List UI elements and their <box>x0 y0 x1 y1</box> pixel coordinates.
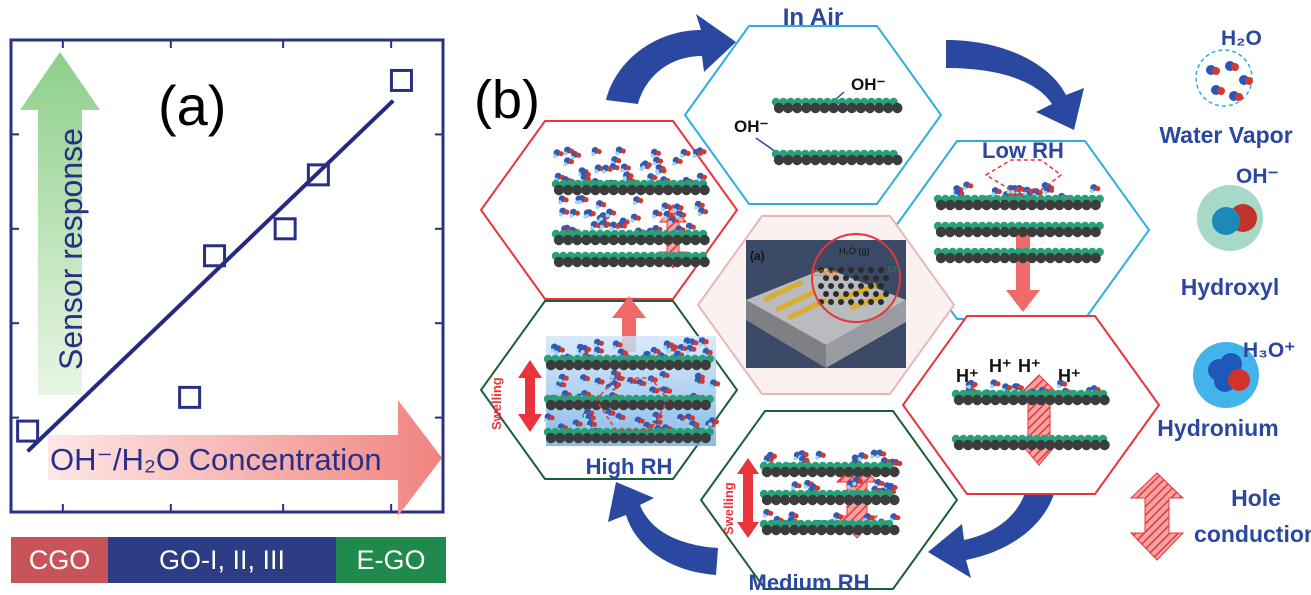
hole-conduction-icon <box>1129 472 1185 561</box>
stage-in-air: In Air <box>783 4 843 31</box>
category-go: GO-I, II, III <box>108 537 336 583</box>
data-point <box>16 419 40 443</box>
oh-label-1: OH⁻ <box>851 75 886 94</box>
data-point <box>273 217 297 241</box>
trend-line <box>26 99 395 453</box>
legend-h3o: H₃O⁺ <box>1243 339 1295 362</box>
concentration-arrow <box>48 400 442 516</box>
category-ego: E-GO <box>336 537 446 583</box>
water-vapor-icon <box>1195 49 1253 107</box>
transition-arrow-low-to-plus <box>1006 230 1040 312</box>
legend: H₂O Water Vapor OH⁻ Hydroxyl H₃O⁺ Hydron… <box>1129 27 1311 561</box>
oh-label-2: OH⁻ <box>734 117 769 136</box>
sensor-response-arrow <box>20 52 100 395</box>
swelling-arrow-high <box>518 360 542 432</box>
legend-water-vapor: Water Vapor <box>1159 122 1292 148</box>
plot-frame <box>9 38 445 514</box>
cycle-arrow-bottom-left <box>608 482 718 575</box>
panel-a-label: (a) <box>158 74 226 137</box>
data-point <box>389 68 413 92</box>
x-arrow-label: OH⁻/H₂O Concentration <box>50 442 382 477</box>
y-arrow-label: Sensor response <box>53 128 89 370</box>
data-point <box>178 385 202 409</box>
inset-oh-label: OH <box>888 265 900 274</box>
stage-medium-rh: Medium RH <box>749 570 870 595</box>
legend-conduction: conduction <box>1194 521 1311 547</box>
stage-high-rh: High RH <box>586 454 673 479</box>
cycle-arrow-top-right <box>946 40 1084 130</box>
transition-arrow-high-up <box>612 296 646 352</box>
swelling-arrow-medium <box>737 458 759 538</box>
hplus-label-3: H⁺ <box>1018 356 1041 376</box>
legend-oh: OH⁻ <box>1236 165 1279 188</box>
cycle-arrow-bottom-right <box>928 478 1058 578</box>
legend-hydronium: Hydronium <box>1157 415 1278 441</box>
legend-h2o: H₂O <box>1221 27 1262 50</box>
inset-gas-label: H₂O (g) <box>839 246 870 256</box>
swelling-label-medium: Swelling <box>721 482 736 535</box>
cycle-arrow-top-left <box>606 14 736 104</box>
stage-low-rh: Low RH <box>982 138 1064 163</box>
category-cgo: CGO <box>11 537 108 583</box>
swelling-label-high: Swelling <box>489 377 504 430</box>
inset-label: (a) <box>750 249 765 263</box>
data-point <box>203 244 227 268</box>
data-point <box>306 163 330 187</box>
panel-b-diagram: (b) In Air OH⁻ OH⁻ Low RH Medium RH High… <box>474 4 1311 595</box>
hplus-label-4: H⁺ <box>1058 366 1081 386</box>
center-inset: (a) H₂O (g) COOH OH <box>746 233 906 368</box>
legend-hole: Hole <box>1231 485 1281 511</box>
panel-a-chart: Sensor response (a) OH⁻/H₂O Concentratio… <box>9 38 445 516</box>
panel-b-label: (b) <box>474 70 540 130</box>
legend-hydroxyl: Hydroxyl <box>1181 274 1279 300</box>
hplus-label-2: H⁺ <box>989 356 1012 376</box>
inset-cooh-label: COOH <box>813 269 837 278</box>
